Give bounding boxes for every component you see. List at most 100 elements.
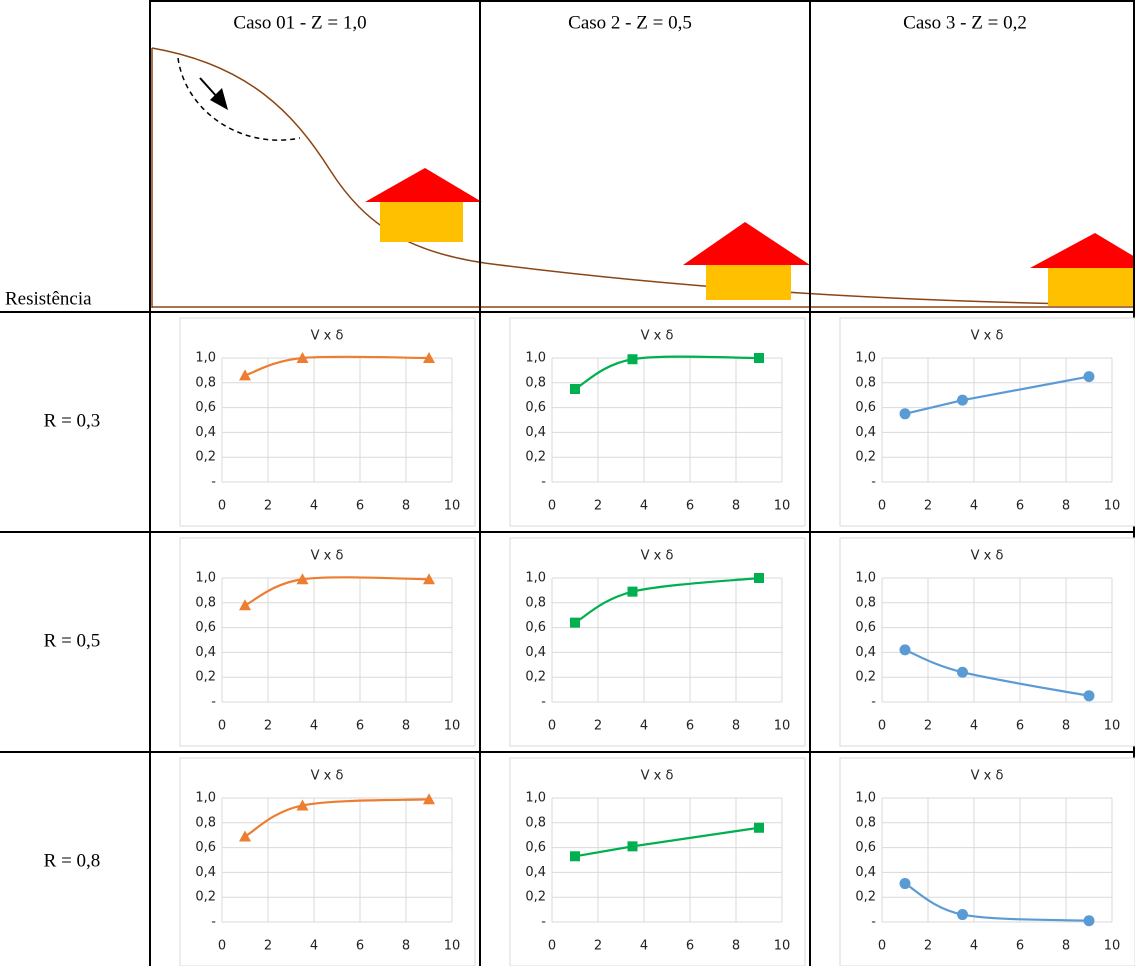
y-tick-label: 0,4 xyxy=(195,425,216,440)
marker xyxy=(1083,690,1095,702)
y-tick-label: 1,0 xyxy=(195,571,216,586)
marker xyxy=(957,909,968,921)
row-label: R = 0,3 xyxy=(44,410,101,431)
chart-title: V x δ xyxy=(311,549,344,564)
chart-frame xyxy=(509,757,806,966)
y-tick-label: 0,8 xyxy=(855,375,876,390)
x-tick-label: 4 xyxy=(970,719,978,734)
y-tick-label: 0,2 xyxy=(855,450,876,465)
house-roof xyxy=(683,222,810,265)
y-tick-label: 0,8 xyxy=(525,815,546,830)
x-tick-label: 6 xyxy=(356,939,364,954)
x-tick-label: 4 xyxy=(970,499,978,514)
marker xyxy=(296,573,309,585)
chart-frame xyxy=(839,757,1135,966)
y-tick-label: 0,2 xyxy=(525,890,546,905)
y-tick-label: - xyxy=(211,695,216,710)
y-tick-label: 1,0 xyxy=(855,791,876,806)
column-header: Caso 3 - Z = 0,2 xyxy=(903,12,1027,33)
marker xyxy=(570,617,580,628)
x-tick-label: 8 xyxy=(402,499,410,514)
y-tick-label: 0,8 xyxy=(195,375,216,390)
line xyxy=(244,355,430,377)
y-tick-label: 0,6 xyxy=(525,840,546,855)
y-tick-label: 0,6 xyxy=(525,620,546,635)
y-tick-label: - xyxy=(211,915,216,930)
y-tick-label: 0,8 xyxy=(855,815,876,830)
y-tick-label: 0,2 xyxy=(195,450,216,465)
y-tick-label: - xyxy=(871,475,876,490)
x-tick-label: 6 xyxy=(1016,939,1024,954)
marker xyxy=(899,878,911,890)
x-tick-label: 4 xyxy=(640,499,648,514)
marker xyxy=(957,394,968,406)
y-tick-label: - xyxy=(211,475,216,490)
x-tick-label: 4 xyxy=(970,939,978,954)
x-tick-label: 0 xyxy=(218,499,226,514)
x-tick-label: 10 xyxy=(444,939,461,954)
x-tick-label: 6 xyxy=(1016,719,1024,734)
x-tick-label: 10 xyxy=(774,499,791,514)
marker xyxy=(423,573,435,585)
y-tick-label: 0,2 xyxy=(195,670,216,685)
x-tick-label: 0 xyxy=(548,939,556,954)
y-tick-label: 0,8 xyxy=(525,595,546,610)
x-tick-label: 6 xyxy=(686,719,694,734)
y-tick-label: - xyxy=(541,475,546,490)
marker xyxy=(296,352,309,363)
x-tick-label: 10 xyxy=(1104,719,1121,734)
marker xyxy=(1083,915,1095,927)
chart-frame xyxy=(509,317,806,527)
x-tick-label: 10 xyxy=(774,939,791,954)
house-body xyxy=(380,202,463,242)
x-tick-label: 10 xyxy=(444,499,461,514)
house-body xyxy=(706,265,791,300)
y-tick-label: 0,2 xyxy=(525,450,546,465)
y-tick-label: 0,6 xyxy=(855,400,876,415)
x-tick-label: 0 xyxy=(878,939,886,954)
x-tick-label: 0 xyxy=(878,499,886,514)
y-tick-label: 0,6 xyxy=(855,620,876,635)
marker xyxy=(957,666,968,678)
y-tick-label: - xyxy=(871,915,876,930)
y-tick-label: 0,8 xyxy=(855,595,876,610)
column-header: Caso 01 - Z = 1,0 xyxy=(233,12,366,33)
x-tick-label: 8 xyxy=(1062,719,1070,734)
house-roof xyxy=(365,168,482,202)
y-tick-label: 0,4 xyxy=(195,645,216,660)
y-tick-label: 0,4 xyxy=(855,645,876,660)
chart-frame xyxy=(839,317,1135,527)
chart-frame xyxy=(839,537,1135,747)
x-tick-label: 6 xyxy=(356,719,364,734)
x-tick-label: 8 xyxy=(1062,499,1070,514)
x-tick-label: 10 xyxy=(1104,499,1121,514)
line xyxy=(904,648,1090,697)
chart-title: V x δ xyxy=(641,329,674,344)
y-tick-label: 1,0 xyxy=(525,791,546,806)
x-tick-label: 8 xyxy=(402,719,410,734)
x-tick-label: 6 xyxy=(686,939,694,954)
chart-title: V x δ xyxy=(311,769,344,784)
marker xyxy=(570,384,580,394)
corner-label: Resistência xyxy=(5,288,92,309)
x-tick-label: 0 xyxy=(548,719,556,734)
y-tick-label: 1,0 xyxy=(525,351,546,366)
x-tick-label: 2 xyxy=(264,719,272,734)
y-tick-label: 0,6 xyxy=(195,620,216,635)
x-tick-label: 6 xyxy=(1016,499,1024,514)
chart-frame xyxy=(179,537,476,747)
x-tick-label: 2 xyxy=(594,499,602,514)
chart-title: V x δ xyxy=(971,549,1004,564)
marker xyxy=(239,599,251,611)
y-tick-label: 1,0 xyxy=(525,571,546,586)
x-tick-label: 8 xyxy=(732,499,740,514)
marker xyxy=(627,841,638,852)
marker xyxy=(899,408,911,420)
x-tick-label: 2 xyxy=(594,939,602,954)
x-tick-label: 2 xyxy=(264,499,272,514)
row-label: R = 0,5 xyxy=(44,630,101,651)
y-tick-label: - xyxy=(541,915,546,930)
y-tick-label: 1,0 xyxy=(855,571,876,586)
arrow-head xyxy=(210,88,228,110)
marker xyxy=(754,822,764,833)
